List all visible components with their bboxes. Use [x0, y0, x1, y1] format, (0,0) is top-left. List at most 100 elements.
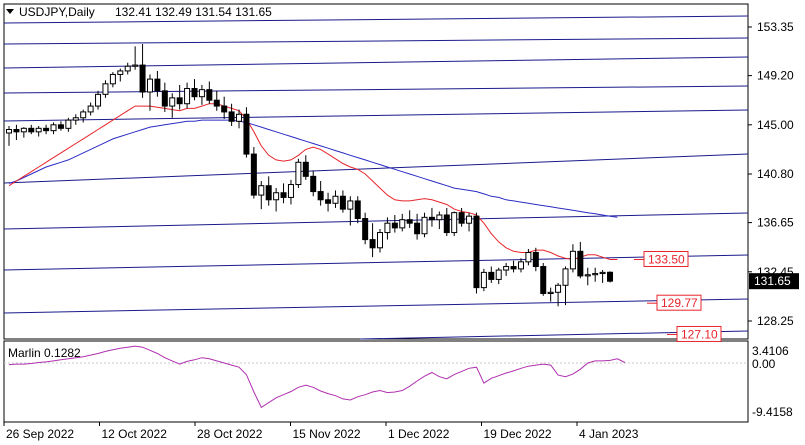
candle — [391, 214, 398, 233]
marlin-oscillator-line — [8, 345, 626, 409]
bull-candle-body — [236, 113, 243, 122]
bear-candle-body — [265, 185, 272, 201]
bear-candle-body — [206, 89, 213, 101]
candle — [540, 263, 547, 296]
time-tick-label: 15 Nov 2022 — [293, 427, 361, 441]
candle — [184, 82, 191, 109]
bull-candle-body — [102, 83, 109, 95]
candles — [6, 43, 614, 307]
bear-candle-body — [57, 124, 64, 129]
candle — [488, 266, 495, 283]
bull-candle-body — [592, 273, 599, 276]
bear-candle-body — [213, 99, 220, 107]
candle — [325, 192, 332, 212]
bear-candle-body — [280, 192, 287, 198]
time-tick-label: 26 Sep 2022 — [6, 427, 74, 441]
candle — [191, 79, 198, 101]
candle — [161, 82, 168, 112]
bear-candle-body — [458, 212, 465, 224]
bull-candle-body — [132, 64, 139, 67]
channel-line — [3, 153, 749, 184]
bull-candle-body — [495, 269, 502, 280]
bear-candle-body — [191, 87, 198, 98]
candle — [510, 260, 517, 273]
level-labels: 133.50 129.77 127.10 — [634, 251, 722, 342]
bull-candle-body — [258, 185, 265, 196]
candle — [265, 176, 272, 206]
dropdown-triangle-icon[interactable] — [6, 9, 14, 14]
candle — [132, 46, 139, 70]
channel-line — [3, 109, 749, 122]
symbol-label: USDJPY,Daily — [19, 5, 95, 19]
bear-candle-body — [339, 195, 346, 210]
bear-candle-body — [139, 64, 146, 93]
candle — [517, 258, 524, 273]
candle — [13, 124, 20, 141]
candle — [6, 125, 12, 146]
candle — [339, 190, 346, 213]
price-axis: 153.35149.20145.00140.80136.65132.45128.… — [748, 20, 799, 328]
bear-candle-body — [428, 216, 435, 221]
bull-candle-body — [273, 192, 280, 201]
candle — [562, 266, 569, 306]
candle — [176, 84, 183, 110]
candle — [503, 263, 510, 276]
bear-candle-body — [28, 127, 35, 133]
candle — [569, 244, 576, 273]
candle — [169, 93, 176, 118]
candle — [428, 207, 435, 227]
indicator-tick-zero: 0.00 — [752, 357, 776, 371]
candle — [228, 103, 235, 126]
bear-candle-body — [325, 199, 332, 204]
candle — [384, 217, 391, 240]
level-label: 133.50 — [648, 253, 685, 267]
candle — [280, 183, 287, 204]
indicator-pane-frame — [3, 340, 749, 423]
candle — [154, 70, 161, 97]
price-tick-label: 149.20 — [757, 69, 794, 83]
bull-candle-body — [555, 284, 562, 293]
candle — [436, 211, 443, 230]
candle — [95, 90, 102, 110]
candle — [287, 179, 294, 205]
candle — [473, 212, 480, 294]
header: USDJPY,Daily 132.41 132.49 131.54 131.65 — [6, 5, 272, 19]
candle — [406, 210, 413, 228]
bull-candle-body — [184, 87, 191, 105]
bull-candle-body — [480, 271, 487, 289]
bear-candle-body — [488, 271, 495, 280]
candle — [317, 181, 324, 206]
candle — [139, 43, 146, 98]
time-tick-label: 28 Oct 2022 — [197, 427, 263, 441]
candle — [117, 68, 124, 82]
level-label-box — [656, 294, 702, 311]
bull-candle-body — [109, 73, 116, 85]
bear-candle-body — [443, 214, 450, 234]
candle — [547, 287, 554, 302]
candle — [28, 124, 35, 135]
indicator-label: Marlin 0.1282 — [8, 346, 81, 360]
candle — [273, 188, 280, 212]
candle — [443, 207, 450, 237]
bear-candle-body — [540, 266, 547, 294]
candle — [525, 248, 532, 266]
candle — [466, 212, 473, 232]
channel-line — [3, 37, 749, 45]
bear-candle-body — [176, 97, 183, 105]
bull-candle-body — [517, 261, 524, 270]
candle — [302, 155, 309, 180]
bear-candle-body — [391, 222, 398, 229]
level-label: 129.77 — [661, 296, 698, 310]
bull-candle-body — [347, 200, 354, 210]
candle — [592, 267, 599, 282]
time-tick-label: 12 Oct 2022 — [102, 427, 168, 441]
bull-candle-body — [547, 291, 554, 294]
fast-moving-average — [8, 103, 618, 261]
channel-line — [3, 212, 749, 230]
level-label: 127.10 — [681, 327, 718, 341]
bull-candle-body — [6, 128, 12, 134]
candle — [362, 212, 369, 245]
candle — [584, 267, 591, 286]
bull-candle-body — [421, 216, 428, 235]
bear-candle-body — [161, 90, 168, 107]
